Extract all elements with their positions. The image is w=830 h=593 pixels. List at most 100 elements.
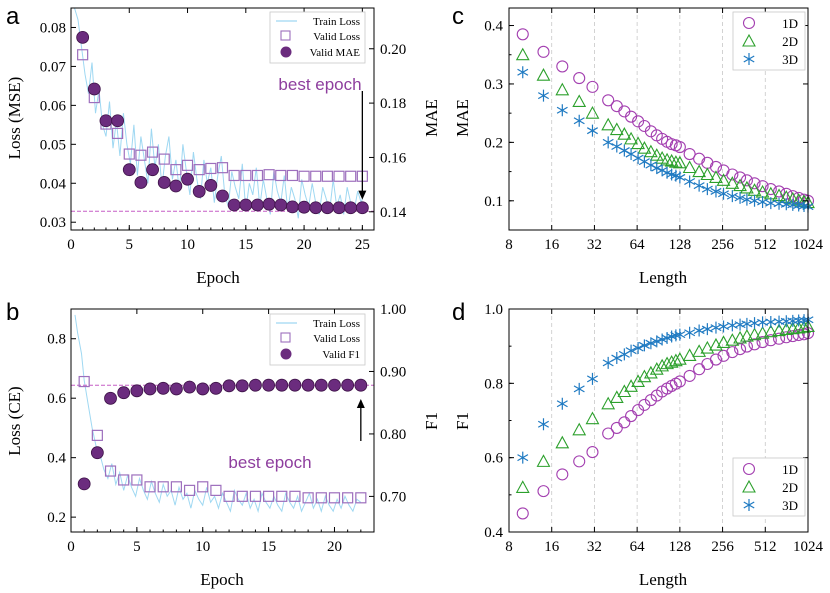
panel-c-1D-point	[537, 45, 550, 58]
panel-a-valid-loss-point	[170, 164, 182, 176]
panel-a-valid-loss-point	[333, 170, 345, 182]
panel-d-2D-point	[682, 348, 697, 362]
panel-a-xtick-label: 5	[126, 237, 134, 253]
panel-a-xtick-label: 10	[180, 237, 195, 253]
panel-c-2D-point	[585, 106, 600, 119]
panel-d-xtick-label: 64	[630, 539, 646, 555]
panel-c-legend-swatch	[743, 53, 755, 65]
panel-d-1D-point	[792, 328, 805, 342]
panel-d-1D-point	[610, 421, 623, 434]
panel-c-2D-point	[682, 160, 697, 174]
panel-a-valid-loss-point	[193, 164, 205, 176]
panel-d-legend-box	[732, 457, 806, 517]
panel-d-3D-point	[734, 318, 746, 331]
panel-c-1D-point	[632, 115, 645, 128]
panel-c-2D-point	[664, 153, 679, 167]
panel-a-valid-loss-point	[146, 146, 159, 158]
panel-b-valid-loss-point	[289, 490, 301, 502]
panel-a-valid-loss-point	[181, 159, 194, 171]
panel-c-2D-point	[572, 94, 587, 108]
panel-c-3D-point	[726, 190, 738, 203]
panel-c-1D-point	[610, 100, 623, 113]
panel-d-1D-point	[780, 331, 793, 344]
panel-a-legend-label: Valid MAE	[310, 47, 361, 59]
panel-d-3D-point	[684, 326, 696, 339]
panel-c-2D-point	[668, 155, 683, 168]
panel-a-valid-metric-point	[134, 176, 148, 189]
panel-a-valid-loss-point	[275, 169, 287, 182]
panel-a-valid-metric-point	[344, 201, 358, 215]
panel-b-valid-loss-point	[249, 490, 262, 502]
panel-d-3D-point	[674, 328, 686, 341]
panel-c-1D-point	[602, 94, 615, 107]
panel-b-ytick-left-label: 0.8	[47, 332, 66, 348]
panel-c-frame	[508, 7, 809, 231]
panel-d-2D-point	[791, 320, 806, 334]
panel-c-xtick-label: 1024	[793, 237, 824, 253]
panel-d-1D-point	[586, 446, 599, 459]
panel-a-xtick-label: 25	[355, 237, 370, 253]
panel-d-xtick-label: 32	[587, 539, 602, 555]
panel-c-3D-point	[602, 136, 614, 149]
panel-a-ytick-left-label: 0.05	[40, 137, 66, 153]
panel-d-1D-point	[669, 377, 682, 390]
panel-d-ytick-label: 0.6	[484, 451, 503, 467]
panel-b-valid-metric-point	[249, 378, 262, 392]
panel-c-1D-point	[772, 185, 786, 198]
panel-b-valid-loss-point	[342, 492, 354, 504]
panel-c-2D-point	[655, 150, 670, 164]
panel-d-xtick-label: 8	[505, 539, 513, 555]
panel-c-3D-point	[517, 66, 529, 79]
panel-a-valid-metric-point	[274, 198, 288, 212]
panel-a-valid-metric-point	[146, 163, 159, 177]
panel-c-3D-point	[632, 152, 644, 165]
panel-a-arrow-head	[358, 190, 367, 200]
panel-d-legend-label: 2D	[782, 480, 798, 495]
panel-a-xtick-label: 20	[297, 237, 312, 253]
panel-c-3D-point	[701, 183, 713, 196]
panel-c-1D-point	[764, 183, 777, 196]
panel-c-xtick-label: 16	[544, 237, 560, 253]
panel-a-valid-metric-point	[239, 198, 253, 212]
panel-d-3D-point	[710, 321, 722, 334]
panel-a-valid-loss-point	[228, 169, 240, 182]
panel-b-ytick-right-label: 1.00	[380, 302, 406, 318]
panel-b-valid-metric-point	[130, 384, 144, 398]
panel-c-legend-label: 1D	[782, 16, 798, 31]
panel-d-2D-point	[668, 353, 683, 367]
panel-b-valid-loss-point	[183, 484, 196, 496]
panel-d-2D-point	[692, 344, 707, 357]
panel-d-1D-point	[516, 507, 529, 520]
panel-b-valid-loss-point	[197, 481, 209, 493]
panel-a-valid-metric-point	[216, 189, 229, 203]
panel-b-valid-loss-point	[315, 492, 327, 504]
panel-d-3D-point	[645, 337, 657, 350]
panel-b-valid-loss-point	[223, 490, 235, 502]
panel-c-1D-point	[748, 177, 761, 190]
panel-d-1D-point	[602, 427, 615, 440]
panel-b-ylabel-left: Loss (CE)	[5, 386, 24, 455]
panel-d-2D-point	[643, 365, 658, 379]
panel-d-3D-point	[602, 356, 614, 369]
panel-c-3D-point	[573, 114, 585, 127]
panel-b-valid-metric-point	[196, 382, 210, 396]
panel-d-3D-point	[757, 316, 769, 329]
panel-a-xtick-label: 0	[67, 237, 75, 253]
panel-d-2D-point	[572, 422, 587, 436]
panel-b-valid-metric-point	[328, 378, 341, 392]
panel-a-valid-metric-point	[227, 198, 241, 212]
panel-c-2D-point	[700, 167, 715, 181]
panel-c-2D-point	[672, 155, 687, 169]
panel-c-1D-point	[734, 171, 747, 184]
panel-a-valid-loss-point	[286, 169, 299, 182]
panel-c-2D-point	[601, 117, 616, 131]
panel-d-2D-point	[716, 335, 731, 349]
panel-d-legend-label: 3D	[782, 498, 798, 513]
panel-c-legend-label: 3D	[782, 52, 798, 67]
panel-c-1D-point	[673, 140, 686, 154]
panel-b-valid-metric-point	[354, 378, 368, 392]
panel-d-xtick-label: 256	[711, 539, 734, 555]
panel-c-3D-point	[625, 148, 637, 161]
panel-c-ylabel: MAE	[453, 99, 472, 137]
panel-b-valid-metric-point	[117, 386, 131, 400]
